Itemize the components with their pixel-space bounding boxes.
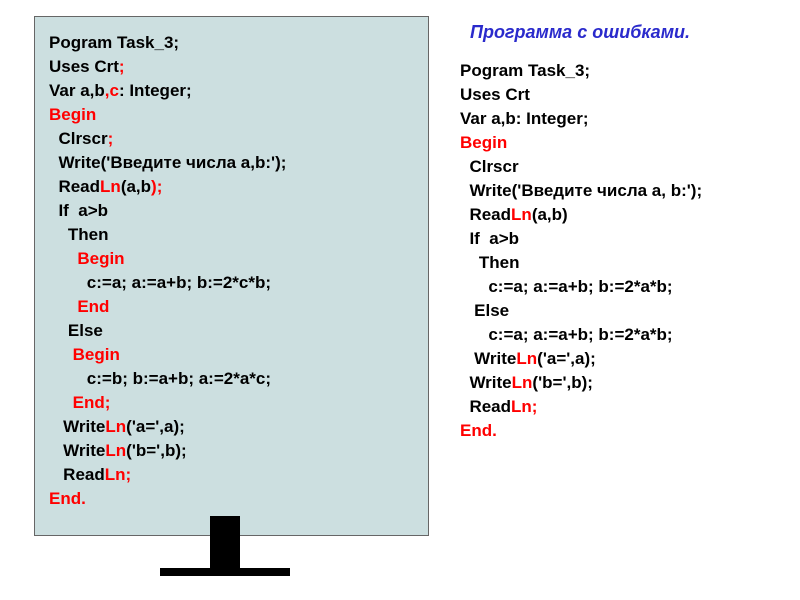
code-line: Pogram Task_3; [460, 59, 780, 83]
code-line: End; [49, 391, 414, 415]
code-line: WriteLn('b=',b); [460, 371, 780, 395]
stand-base [160, 568, 290, 576]
code-line: Pogram Task_3; [49, 31, 414, 55]
code-line: c:=a; a:=a+b; b:=2*a*b; [460, 275, 780, 299]
code-line: End. [49, 487, 414, 511]
code-line: ReadLn; [460, 395, 780, 419]
code-line: Var a,b,c: Integer; [49, 79, 414, 103]
code-line: Uses Crt; [49, 55, 414, 79]
code-line: Uses Crt [460, 83, 780, 107]
code-line: Begin [49, 343, 414, 367]
error-code-panel: Программа с ошибками. Pogram Task_3; Use… [460, 22, 780, 443]
code-line: Begin [49, 103, 414, 127]
code-line: c:=a; a:=a+b; b:=2*c*b; [49, 271, 414, 295]
code-line: Then [460, 251, 780, 275]
code-line: Begin [49, 247, 414, 271]
code-line: If a>b [49, 199, 414, 223]
code-line: End [49, 295, 414, 319]
monitor-stand [160, 516, 290, 586]
code-line: Write('Введите числа a, b:'); [460, 179, 780, 203]
code-line: WriteLn('a=',a); [460, 347, 780, 371]
code-line: Begin [460, 131, 780, 155]
code-line: If a>b [460, 227, 780, 251]
code-line: Else [49, 319, 414, 343]
panel-title: Программа с ошибками. [460, 22, 780, 43]
code-line: Clrscr [460, 155, 780, 179]
stand-neck [210, 516, 240, 568]
code-line: c:=a; a:=a+b; b:=2*a*b; [460, 323, 780, 347]
code-line: ReadLn(a,b) [460, 203, 780, 227]
code-line: ReadLn(a,b); [49, 175, 414, 199]
code-line: Clrscr; [49, 127, 414, 151]
code-line: c:=b; b:=a+b; a:=2*a*c; [49, 367, 414, 391]
code-line: Then [49, 223, 414, 247]
code-line: WriteLn('b=',b); [49, 439, 414, 463]
code-line: WriteLn('a=',a); [49, 415, 414, 439]
code-line: End. [460, 419, 780, 443]
code-line: Write('Введите числа a,b:'); [49, 151, 414, 175]
code-line: Else [460, 299, 780, 323]
code-line: ReadLn; [49, 463, 414, 487]
code-line: Var a,b: Integer; [460, 107, 780, 131]
corrected-code-panel: Pogram Task_3; Uses Crt; Var a,b,c: Inte… [34, 16, 429, 536]
